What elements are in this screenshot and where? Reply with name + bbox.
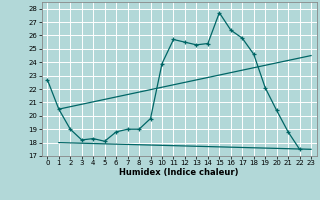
X-axis label: Humidex (Indice chaleur): Humidex (Indice chaleur) [119, 168, 239, 177]
